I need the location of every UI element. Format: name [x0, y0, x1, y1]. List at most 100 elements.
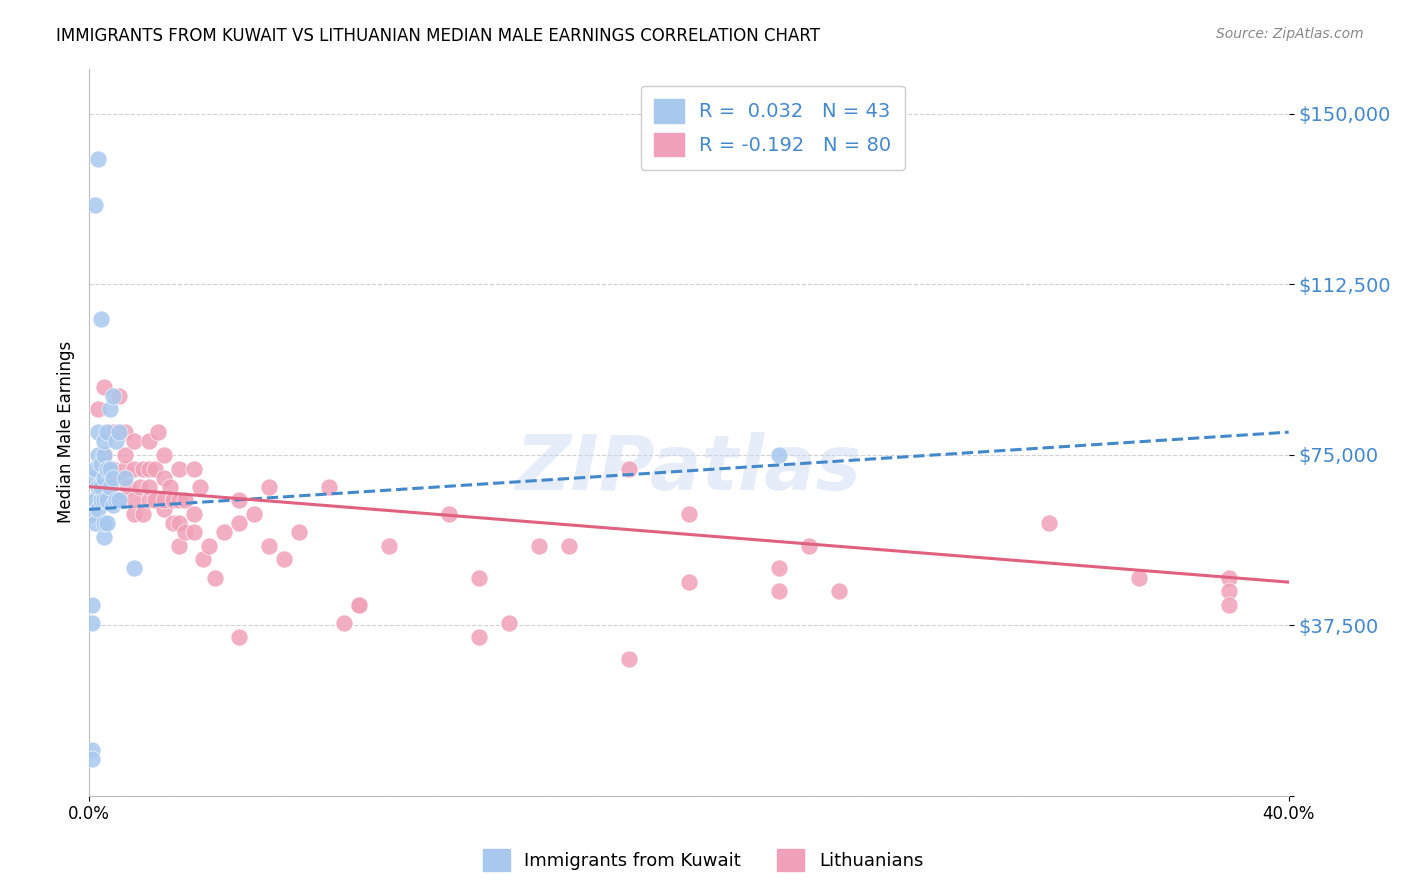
- Point: [80, 743, 103, 757]
- Point: [132, 507, 155, 521]
- Point: [138, 493, 160, 508]
- Point: [122, 461, 145, 475]
- Point: [174, 525, 197, 540]
- Text: IMMIGRANTS FROM KUWAIT VS LITHUANIAN MEDIAN MALE EARNINGS CORRELATION CHART: IMMIGRANTS FROM KUWAIT VS LITHUANIAN MED…: [56, 27, 820, 45]
- Point: [105, 493, 128, 508]
- Point: [318, 480, 340, 494]
- Point: [93, 493, 115, 508]
- Point: [93, 434, 115, 449]
- Point: [122, 561, 145, 575]
- Point: [90, 311, 112, 326]
- Point: [108, 425, 131, 439]
- Point: [273, 552, 295, 566]
- Point: [257, 480, 280, 494]
- Point: [87, 402, 110, 417]
- Point: [153, 448, 176, 462]
- Point: [93, 448, 115, 462]
- Point: [114, 470, 136, 484]
- Point: [122, 493, 145, 508]
- Point: [108, 493, 131, 508]
- Point: [143, 461, 166, 475]
- Point: [84, 516, 107, 530]
- Point: [80, 493, 103, 508]
- Point: [84, 493, 107, 508]
- Point: [143, 493, 166, 508]
- Point: [90, 457, 112, 471]
- Point: [101, 461, 124, 475]
- Point: [1218, 571, 1240, 585]
- Point: [90, 493, 112, 508]
- Point: [243, 507, 266, 521]
- Point: [108, 389, 131, 403]
- Point: [678, 507, 700, 521]
- Point: [257, 539, 280, 553]
- Text: ZIPatlas: ZIPatlas: [516, 432, 862, 506]
- Legend: R =  0.032   N = 43, R = -0.192   N = 80: R = 0.032 N = 43, R = -0.192 N = 80: [641, 86, 905, 169]
- Point: [228, 630, 250, 644]
- Point: [132, 461, 155, 475]
- Point: [378, 539, 401, 553]
- Point: [93, 470, 115, 484]
- Point: [153, 470, 176, 484]
- Point: [183, 507, 205, 521]
- Point: [153, 502, 176, 516]
- Point: [212, 525, 235, 540]
- Point: [93, 516, 115, 530]
- Point: [122, 507, 145, 521]
- Point: [96, 493, 118, 508]
- Point: [288, 525, 311, 540]
- Point: [347, 598, 370, 612]
- Point: [129, 480, 152, 494]
- Point: [228, 493, 250, 508]
- Point: [87, 425, 110, 439]
- Point: [617, 652, 640, 666]
- Point: [80, 598, 103, 612]
- Point: [468, 571, 491, 585]
- Point: [101, 389, 124, 403]
- Point: [84, 461, 107, 475]
- Point: [138, 434, 160, 449]
- Point: [90, 480, 112, 494]
- Point: [98, 402, 121, 417]
- Point: [87, 480, 110, 494]
- Point: [98, 480, 121, 494]
- Point: [617, 461, 640, 475]
- Point: [146, 425, 169, 439]
- Point: [191, 552, 214, 566]
- Point: [122, 434, 145, 449]
- Point: [159, 480, 181, 494]
- Point: [101, 425, 124, 439]
- Point: [167, 493, 190, 508]
- Point: [114, 448, 136, 462]
- Text: Source: ZipAtlas.com: Source: ZipAtlas.com: [1216, 27, 1364, 41]
- Point: [101, 498, 124, 512]
- Point: [768, 561, 790, 575]
- Point: [93, 448, 115, 462]
- Point: [153, 493, 176, 508]
- Point: [1218, 584, 1240, 599]
- Point: [117, 480, 139, 494]
- Point: [98, 461, 121, 475]
- Point: [167, 539, 190, 553]
- Point: [80, 615, 103, 630]
- Point: [93, 530, 115, 544]
- Point: [138, 461, 160, 475]
- Point: [138, 480, 160, 494]
- Point: [174, 493, 197, 508]
- Point: [96, 425, 118, 439]
- Point: [80, 470, 103, 484]
- Point: [333, 615, 356, 630]
- Point: [98, 480, 121, 494]
- Point: [167, 461, 190, 475]
- Point: [558, 539, 581, 553]
- Point: [93, 380, 115, 394]
- Point: [437, 507, 460, 521]
- Point: [768, 448, 790, 462]
- Point: [183, 461, 205, 475]
- Point: [198, 539, 221, 553]
- Point: [114, 461, 136, 475]
- Point: [114, 425, 136, 439]
- Point: [108, 470, 131, 484]
- Point: [678, 575, 700, 590]
- Point: [347, 598, 370, 612]
